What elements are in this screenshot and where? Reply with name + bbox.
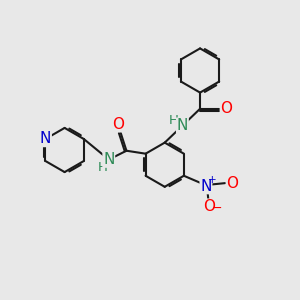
Text: N: N	[177, 118, 188, 133]
Text: O: O	[112, 117, 124, 132]
Text: H: H	[169, 114, 179, 127]
Text: N: N	[200, 178, 212, 194]
Text: O: O	[226, 176, 238, 190]
Text: −: −	[212, 202, 222, 215]
Text: N: N	[40, 131, 51, 146]
Text: N: N	[103, 152, 115, 167]
Text: O: O	[203, 199, 215, 214]
Text: O: O	[220, 101, 232, 116]
Text: +: +	[208, 175, 217, 184]
Text: H: H	[98, 161, 107, 174]
